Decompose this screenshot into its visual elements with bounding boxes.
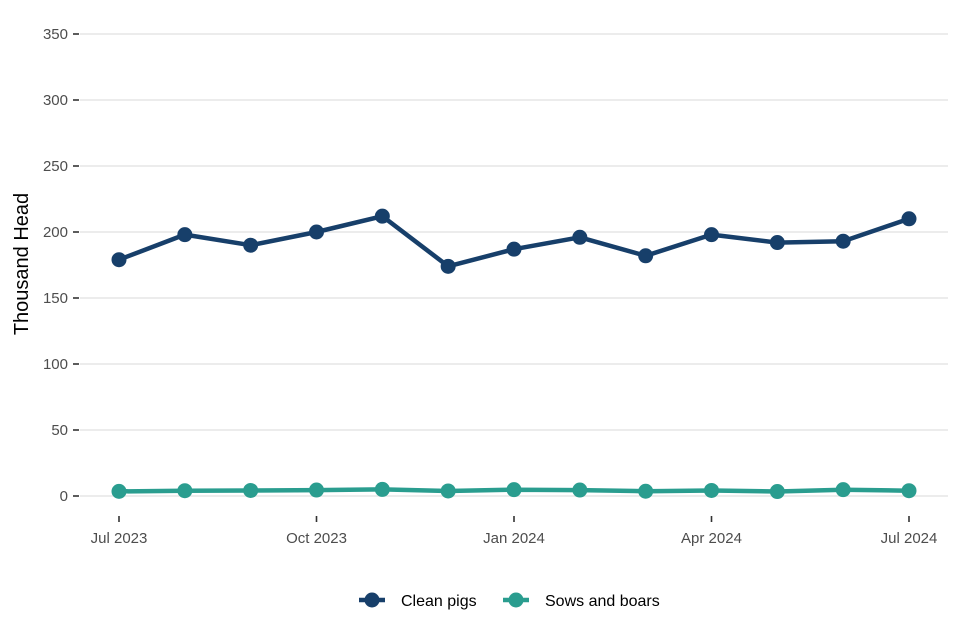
data-point bbox=[572, 482, 588, 498]
data-point bbox=[901, 211, 917, 227]
data-point bbox=[572, 229, 588, 245]
data-point bbox=[374, 208, 390, 224]
y-axis-title: Thousand Head bbox=[11, 193, 33, 335]
legend-key-marker bbox=[364, 592, 380, 608]
legend: Clean pigs Sows and boars bbox=[359, 592, 660, 610]
series-line bbox=[116, 213, 912, 269]
data-point bbox=[440, 483, 456, 499]
x-tick-label: Jan 2024 bbox=[483, 530, 545, 547]
data-point bbox=[506, 482, 522, 498]
data-point bbox=[638, 248, 654, 264]
y-tick-label: 200 bbox=[43, 224, 68, 241]
data-point bbox=[111, 252, 127, 268]
data-point bbox=[374, 481, 390, 497]
data-point bbox=[440, 258, 456, 274]
legend-label: Clean pigs bbox=[401, 593, 477, 610]
x-tick-label: Apr 2024 bbox=[681, 530, 742, 547]
data-point bbox=[309, 482, 324, 498]
y-tick-label: 0 bbox=[60, 488, 68, 505]
data-point bbox=[901, 483, 917, 499]
data-point bbox=[506, 241, 522, 257]
data-point bbox=[769, 484, 785, 500]
legend-item: Sows and boars bbox=[503, 592, 660, 610]
x-tick-label: Jul 2024 bbox=[881, 530, 938, 547]
y-tick-label: 50 bbox=[51, 422, 68, 439]
data-point bbox=[704, 227, 719, 243]
data-point bbox=[835, 233, 851, 249]
series-1 bbox=[111, 481, 917, 500]
series-0 bbox=[111, 208, 917, 274]
x-tick-label: Oct 2023 bbox=[286, 530, 347, 547]
y-tick-label: 100 bbox=[43, 356, 68, 373]
y-tick-label: 150 bbox=[43, 290, 68, 307]
legend-label: Sows and boars bbox=[545, 593, 660, 610]
data-point bbox=[111, 483, 127, 499]
y-tick-label: 250 bbox=[43, 158, 68, 175]
gridlines bbox=[80, 33, 948, 497]
legend-item: Clean pigs bbox=[359, 592, 477, 610]
data-point bbox=[243, 482, 259, 498]
x-axis: Jul 2023 Oct 2023 Jan 2024 Apr 2024 Jul 2024 bbox=[91, 516, 938, 547]
data-point bbox=[704, 482, 719, 498]
y-tick-label: 350 bbox=[43, 26, 68, 43]
data-point bbox=[769, 235, 785, 251]
data-point bbox=[835, 482, 851, 498]
data-point bbox=[177, 227, 193, 243]
data-point bbox=[243, 237, 259, 253]
data-point bbox=[309, 224, 324, 240]
data-point bbox=[638, 483, 654, 499]
y-axis: 0 50 100 150 200 250 300 350 bbox=[43, 26, 79, 505]
data-point bbox=[177, 483, 193, 499]
y-tick-label: 300 bbox=[43, 92, 68, 109]
legend-key-marker bbox=[508, 592, 524, 608]
x-tick-label: Jul 2023 bbox=[91, 530, 148, 547]
series-layer bbox=[111, 208, 917, 500]
